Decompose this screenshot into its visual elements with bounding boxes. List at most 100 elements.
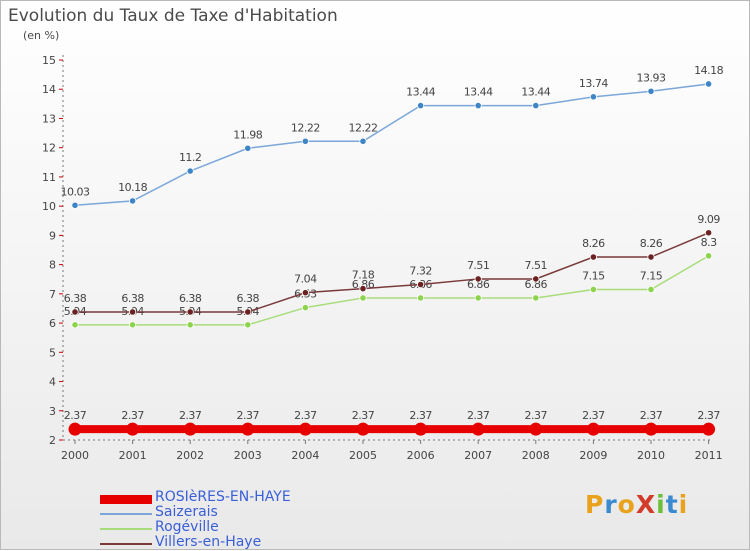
y-tick-label: 13 bbox=[42, 112, 56, 125]
data-point bbox=[474, 294, 482, 302]
series-line-2 bbox=[75, 255, 709, 326]
logo-letter: o bbox=[617, 490, 636, 519]
data-point bbox=[414, 422, 428, 436]
data-label: 11.2 bbox=[179, 151, 202, 164]
x-tick-label: 2009 bbox=[579, 449, 607, 462]
data-point bbox=[68, 422, 82, 436]
data-label: 8.26 bbox=[582, 237, 605, 250]
data-label: 2.37 bbox=[121, 409, 144, 422]
legend-label: Villers-en-Haye bbox=[155, 534, 262, 550]
data-point bbox=[416, 280, 425, 289]
data-point bbox=[298, 422, 312, 436]
data-point bbox=[244, 321, 252, 329]
y-tick-label: 3 bbox=[49, 405, 56, 418]
data-point bbox=[702, 422, 716, 436]
x-tick-label: 2003 bbox=[234, 449, 262, 462]
x-tick-label: 2000 bbox=[61, 449, 89, 462]
data-label: 2.37 bbox=[582, 409, 605, 422]
data-label: 12.22 bbox=[349, 121, 378, 134]
data-label: 13.44 bbox=[521, 86, 550, 99]
x-tick-label: 2005 bbox=[349, 449, 377, 462]
data-point bbox=[356, 422, 370, 436]
data-point bbox=[647, 285, 655, 294]
data-point bbox=[471, 422, 485, 436]
data-point bbox=[529, 422, 543, 436]
data-point bbox=[704, 80, 713, 88]
logo-letter: P bbox=[585, 490, 605, 519]
data-point bbox=[647, 253, 655, 261]
data-label: 10.18 bbox=[118, 181, 147, 194]
data-label: 10.03 bbox=[61, 185, 90, 198]
data-point bbox=[186, 321, 194, 329]
data-label: 7.15 bbox=[640, 269, 663, 282]
data-point bbox=[186, 167, 194, 175]
y-tick-label: 9 bbox=[49, 229, 56, 242]
data-point bbox=[241, 422, 255, 436]
x-tick-label: 2007 bbox=[464, 449, 492, 462]
data-point bbox=[589, 93, 598, 101]
y-tick-label: 14 bbox=[42, 83, 56, 96]
data-point bbox=[129, 308, 137, 316]
data-label: 6.38 bbox=[121, 292, 144, 305]
data-label: 7.51 bbox=[525, 259, 548, 272]
data-label: 7.04 bbox=[294, 273, 317, 286]
legend-swatch bbox=[100, 494, 152, 504]
data-label: 2.37 bbox=[179, 409, 202, 422]
data-label: 6.86 bbox=[525, 278, 548, 291]
x-tick-label: 2008 bbox=[522, 449, 550, 462]
legend-label: ROSIèRES-EN-HAYE bbox=[155, 489, 291, 505]
data-label: 8.3 bbox=[701, 236, 717, 249]
data-point bbox=[301, 289, 309, 297]
data-point bbox=[704, 229, 713, 237]
series-line-3 bbox=[75, 232, 709, 313]
data-point bbox=[589, 253, 598, 261]
logo-letter: X bbox=[635, 490, 657, 519]
data-point bbox=[244, 308, 252, 316]
unit-label: (en %) bbox=[23, 29, 60, 42]
data-point bbox=[474, 102, 482, 110]
data-point bbox=[532, 294, 540, 302]
y-tick-label: 6 bbox=[49, 317, 56, 330]
x-tick-label: 2010 bbox=[637, 449, 665, 462]
data-point bbox=[183, 422, 197, 436]
data-point bbox=[359, 137, 367, 145]
x-tick-label: 2001 bbox=[119, 449, 147, 462]
data-point bbox=[532, 102, 540, 110]
data-label: 2.37 bbox=[697, 409, 720, 422]
logo-letter: i bbox=[678, 490, 689, 519]
y-tick-label: 8 bbox=[49, 259, 56, 272]
data-point bbox=[71, 308, 79, 316]
data-point bbox=[71, 321, 79, 329]
y-tick-label: 5 bbox=[49, 346, 56, 359]
legend-swatch bbox=[100, 513, 152, 515]
data-label: 12.22 bbox=[291, 121, 320, 134]
chart-title: Evolution du Taux de Taxe d'Habitation bbox=[8, 6, 338, 26]
data-point bbox=[532, 275, 540, 283]
data-point bbox=[647, 87, 655, 95]
data-point bbox=[186, 308, 194, 316]
data-label: 2.37 bbox=[467, 409, 490, 422]
y-tick-label: 15 bbox=[42, 54, 56, 67]
x-tick-label: 2004 bbox=[291, 449, 319, 462]
data-label: 8.26 bbox=[640, 237, 663, 250]
y-tick-label: 12 bbox=[42, 142, 56, 155]
legend-swatch bbox=[100, 528, 152, 530]
data-label: 7.51 bbox=[467, 259, 490, 272]
data-point bbox=[126, 422, 140, 436]
data-label: 9.09 bbox=[697, 213, 720, 226]
data-point bbox=[244, 144, 252, 152]
data-label: 13.44 bbox=[406, 86, 435, 99]
legend-label: Saizerais bbox=[155, 504, 218, 520]
data-label: 7.32 bbox=[409, 264, 432, 277]
data-point bbox=[359, 294, 367, 302]
data-label: 6.86 bbox=[467, 278, 490, 291]
data-point bbox=[416, 102, 425, 110]
legend-label: Rogéville bbox=[155, 519, 219, 535]
data-label: 13.44 bbox=[464, 86, 493, 99]
x-tick-label: 2011 bbox=[695, 449, 723, 462]
data-point bbox=[474, 275, 482, 283]
proxiti-logo: ProXiti bbox=[585, 490, 688, 519]
data-point bbox=[129, 197, 137, 205]
